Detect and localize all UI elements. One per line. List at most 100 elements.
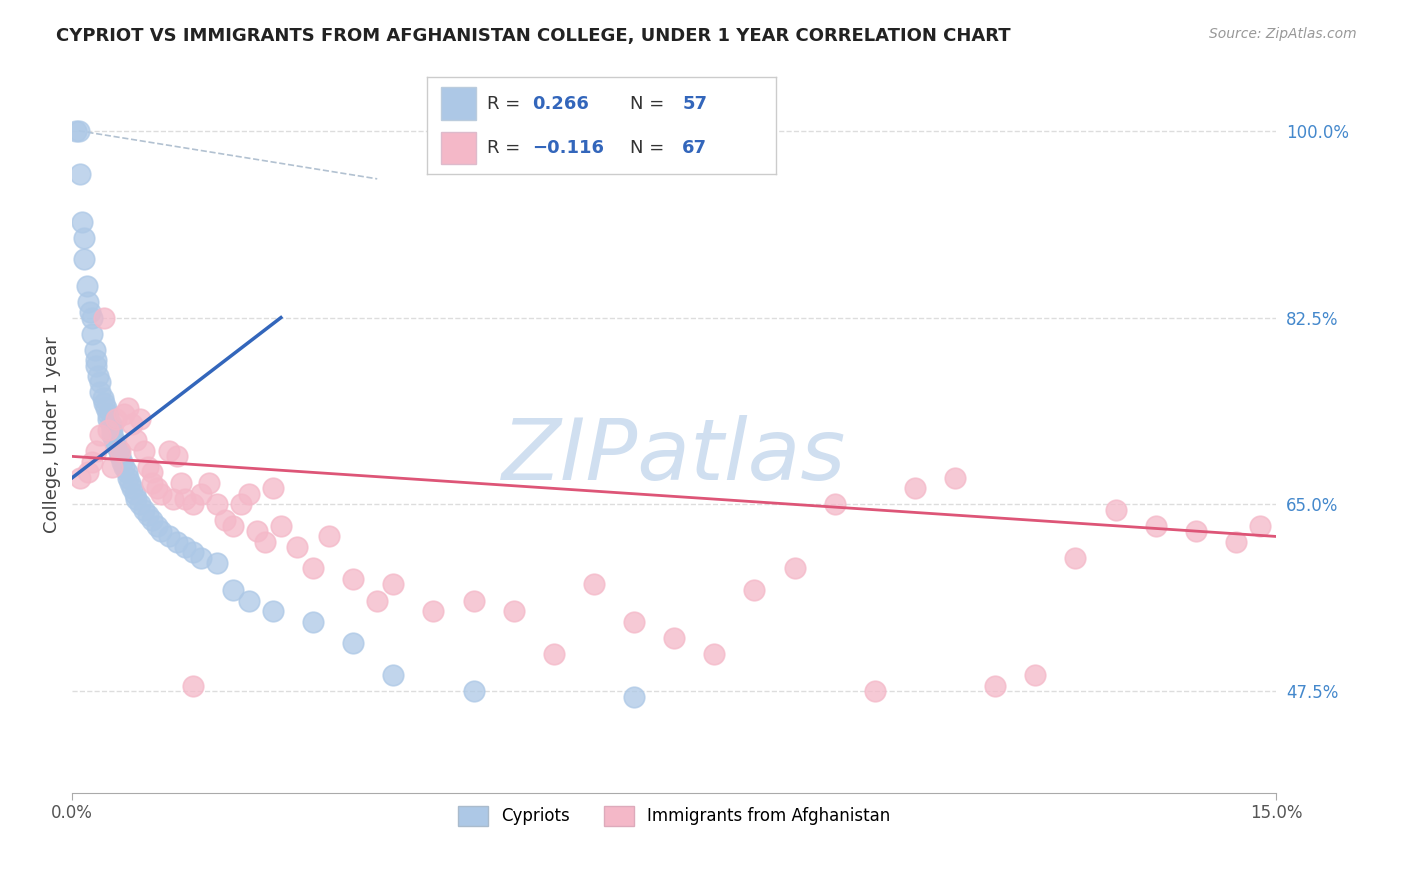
Point [138,508,160,522]
Point [173,492,195,507]
Point [302,615,325,629]
Point [181,679,204,693]
Point [84,359,107,373]
Point [904,482,927,496]
Point [623,615,645,629]
Point [101,460,124,475]
Point [262,482,284,496]
Point [197,476,219,491]
Point [149,487,172,501]
Point [84,444,107,458]
Point [89,428,111,442]
Y-axis label: College, Under 1 year: College, Under 1 year [44,336,60,533]
Point [169,476,191,491]
Point [502,604,524,618]
Text: Source: ZipAtlas.com: Source: ZipAtlas.com [1209,27,1357,41]
Point [87,369,110,384]
Point [79,305,101,319]
Text: ZIPatlas: ZIPatlas [502,415,846,498]
Point [110,444,132,458]
Point [181,545,204,559]
Point [302,561,325,575]
Point [145,518,167,533]
Point [1249,518,1271,533]
Point [229,498,252,512]
Point [82,326,104,341]
Point [238,487,260,501]
Point [205,556,228,570]
Point [117,471,139,485]
Point [69,167,91,181]
Point [67,124,90,138]
Point [121,417,143,432]
Point [117,401,139,416]
Point [984,679,1007,693]
Point [173,540,195,554]
Point [65,124,87,138]
Point [253,534,276,549]
Point [134,502,156,516]
Point [93,310,115,325]
Point [382,668,405,682]
Point [205,498,228,512]
Point [190,550,212,565]
Point [382,577,405,591]
Point [463,593,485,607]
Point [342,572,364,586]
Point [783,561,806,575]
Point [262,604,284,618]
Point [97,423,120,437]
Point [145,482,167,496]
Point [89,385,111,400]
Point [181,498,204,512]
Point [1225,534,1247,549]
Point [105,412,128,426]
Point [100,417,122,432]
Point [1024,668,1046,682]
Point [97,407,120,421]
Point [124,487,146,501]
Point [83,343,105,357]
Point [73,252,96,266]
Legend: Cypriots, Immigrants from Afghanistan: Cypriots, Immigrants from Afghanistan [450,797,898,834]
Point [543,647,565,661]
Point [166,534,188,549]
Point [125,434,148,448]
Point [69,471,91,485]
Point [1144,518,1167,533]
Point [238,593,260,607]
Point [157,444,180,458]
Point [1064,550,1087,565]
Point [703,647,725,661]
Point [422,604,444,618]
Point [214,513,236,527]
Point [270,518,292,533]
Point [129,498,152,512]
Point [94,401,117,416]
Point [824,498,846,512]
Point [77,466,100,480]
Point [97,412,120,426]
Point [134,444,156,458]
Point [82,310,104,325]
Point [138,460,160,475]
Point [118,476,141,491]
Point [107,444,129,458]
Point [103,434,125,448]
Point [582,577,605,591]
Point [318,529,340,543]
Point [744,582,766,597]
Point [141,476,163,491]
Point [112,460,135,475]
Point [943,471,966,485]
Point [77,294,100,309]
Point [89,375,111,389]
Point [112,407,135,421]
Point [84,353,107,368]
Point [82,455,104,469]
Point [111,455,134,469]
Point [1185,524,1208,538]
Point [73,230,96,244]
Point [222,582,245,597]
Point [222,518,245,533]
